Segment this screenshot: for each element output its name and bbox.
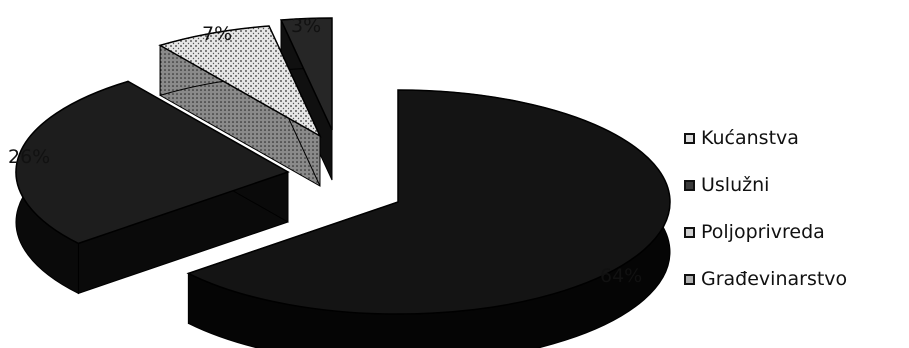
data-label-gradevinarstvo: 3% <box>291 15 321 37</box>
pie-slice-usluzni <box>15 80 290 295</box>
legend-item-kucanstva: Kućanstva <box>684 126 847 150</box>
legend-label: Kućanstva <box>701 127 799 149</box>
legend-label: Poljoprivreda <box>701 221 825 243</box>
legend-swatch-icon <box>684 179 695 191</box>
legend-swatch-icon <box>684 132 695 144</box>
legend-item-usluzni: Uslužni <box>684 173 847 197</box>
pie-slice-poljoprivreda <box>158 25 322 187</box>
legend-label: Uslužni <box>701 174 770 196</box>
legend-label: Građevinarstvo <box>701 268 848 290</box>
data-label-usluzni: 26% <box>8 146 50 168</box>
data-label-kucanstva: 64% <box>600 265 642 287</box>
legend-item-poljoprivreda: Poljoprivreda <box>684 220 847 244</box>
legend: Kućanstva Uslužni Poljoprivreda Građevinars… <box>684 126 847 314</box>
legend-swatch-icon <box>684 273 695 285</box>
legend-swatch-icon <box>684 226 695 238</box>
data-label-poljoprivreda: 7% <box>202 23 232 45</box>
legend-item-gradevinarstvo: Građevinarstvo <box>684 267 847 291</box>
pie-slice-kucanstva <box>186 89 671 348</box>
